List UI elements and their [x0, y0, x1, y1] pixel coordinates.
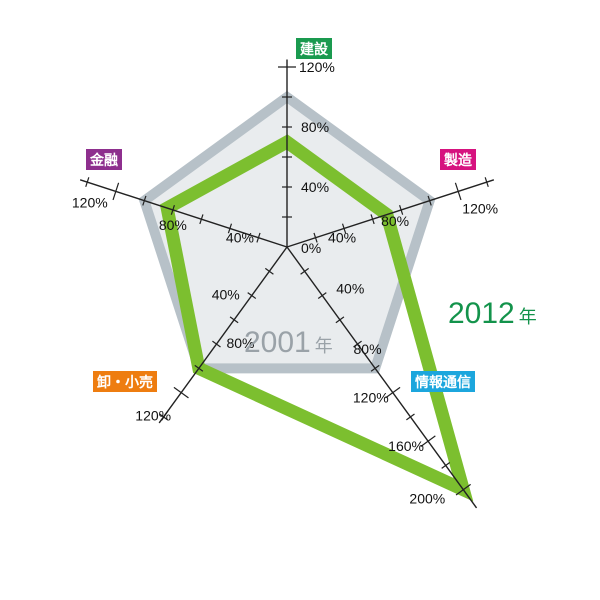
- series-2012-line: [159, 134, 474, 502]
- axis-tick: [170, 204, 175, 215]
- series-label-2012: 2012 年: [448, 297, 537, 330]
- tick-label: 120%: [135, 408, 171, 424]
- axis-tick: [406, 413, 415, 421]
- category-badge: [86, 149, 122, 170]
- axis-tick: [142, 195, 147, 206]
- axis-tick: [247, 292, 257, 299]
- category-badge: [440, 149, 476, 170]
- tick-label: 0%: [301, 240, 321, 256]
- axis-line-1: [286, 179, 495, 248]
- category-text: 情報通信: [415, 374, 471, 391]
- tick-label: 120%: [72, 194, 108, 210]
- axis-tick: [427, 195, 432, 206]
- axis-tick: [264, 267, 274, 275]
- axis-tick: [455, 483, 471, 496]
- series-label-2001: 2001 年: [244, 326, 333, 359]
- category-text: 建設: [300, 41, 329, 58]
- tick-label: 200%: [409, 491, 445, 507]
- axis-tick: [341, 223, 347, 234]
- category-text: 金融: [89, 152, 118, 169]
- category-label-3: 卸・小売: [93, 371, 157, 392]
- tick-label: 80%: [301, 119, 329, 135]
- tick-label: 40%: [226, 229, 254, 245]
- tick-label: 80%: [354, 341, 382, 357]
- tick-label: 40%: [301, 179, 329, 195]
- axis-tick: [335, 316, 345, 324]
- axis-tick: [399, 204, 404, 215]
- tick-label: 80%: [381, 213, 409, 229]
- category-text: 卸・小売: [97, 374, 153, 391]
- category-label-4: 金融: [86, 149, 122, 170]
- tick-label: 160%: [388, 438, 424, 454]
- axis-tick: [385, 386, 401, 399]
- axis-tick: [313, 232, 318, 243]
- axis-tick: [256, 232, 261, 243]
- axis-line-3: [158, 246, 288, 424]
- category-badge: [411, 371, 475, 392]
- axis-tick: [173, 386, 189, 399]
- axis-tick: [229, 316, 239, 324]
- tick-label: 80%: [159, 217, 187, 233]
- tick-label: 40%: [336, 281, 364, 297]
- axis-tick: [85, 177, 90, 188]
- category-badge: [296, 38, 332, 59]
- tick-label: 120%: [353, 390, 389, 406]
- tick-label: 40%: [328, 229, 356, 245]
- axes-layer: [79, 59, 495, 509]
- axis-tick: [112, 182, 120, 201]
- axis-tick: [300, 267, 310, 275]
- axis-tick: [370, 214, 375, 225]
- axis-tick: [317, 292, 327, 299]
- category-label-0: 建設: [296, 38, 332, 59]
- category-label-2: 情報通信: [411, 371, 475, 392]
- tick-label: 40%: [212, 287, 240, 303]
- axis-tick: [212, 340, 221, 348]
- category-label-1: 製造: [440, 149, 476, 170]
- axis-tick: [194, 364, 204, 372]
- axis-tick: [159, 413, 168, 421]
- tick-label: 80%: [226, 335, 254, 351]
- axis-tick: [227, 223, 233, 234]
- axis-tick: [353, 340, 362, 348]
- series-layer: [138, 90, 474, 502]
- axis-tick: [199, 214, 204, 225]
- axis-line-4: [79, 179, 288, 248]
- axis-tick: [441, 462, 451, 469]
- category-text: 製造: [443, 152, 472, 169]
- tick-label: 120%: [462, 200, 498, 216]
- tick-label: 120%: [299, 59, 335, 75]
- labels-layer: 0% 40% 80% 120% 40% 80% 120% 40% 80% 120% 160% 200%…: [72, 38, 498, 507]
- axis-line-2: [286, 246, 478, 509]
- axis-tick: [420, 435, 436, 447]
- axis-tick: [370, 364, 380, 372]
- category-badge: [93, 371, 157, 392]
- axis-tick: [484, 177, 489, 188]
- axis-tick: [454, 182, 462, 201]
